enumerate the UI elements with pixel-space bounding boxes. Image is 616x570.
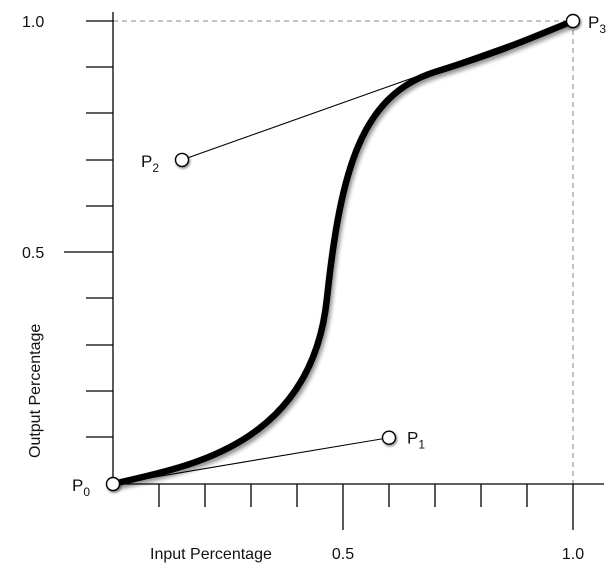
y-ticks	[64, 20, 113, 438]
control-point-p3	[565, 13, 581, 29]
y-axis-title: Output Percentage	[27, 324, 44, 458]
control-point-label-p0: P0	[72, 476, 90, 499]
bezier-curve	[109, 17, 577, 488]
control-point-p0	[105, 476, 121, 492]
y-tick-label-0-5: 0.5	[22, 245, 44, 262]
control-point-p1	[381, 430, 397, 445]
x-tick-label-0-5: 0.5	[332, 546, 354, 563]
control-point-p2	[174, 152, 190, 168]
control-point-label-p3: P3	[588, 13, 606, 36]
x-tick-label-1: 1.0	[562, 546, 584, 563]
control-point-label-p2: P2	[141, 152, 159, 175]
control-point-label-p1: P1	[407, 429, 425, 452]
x-ticks	[158, 484, 574, 530]
y-tick-label-1: 1.0	[22, 14, 44, 31]
x-axis-title: Input Percentage	[150, 546, 272, 563]
control-points: P0 P1 P2 P3	[72, 13, 606, 499]
